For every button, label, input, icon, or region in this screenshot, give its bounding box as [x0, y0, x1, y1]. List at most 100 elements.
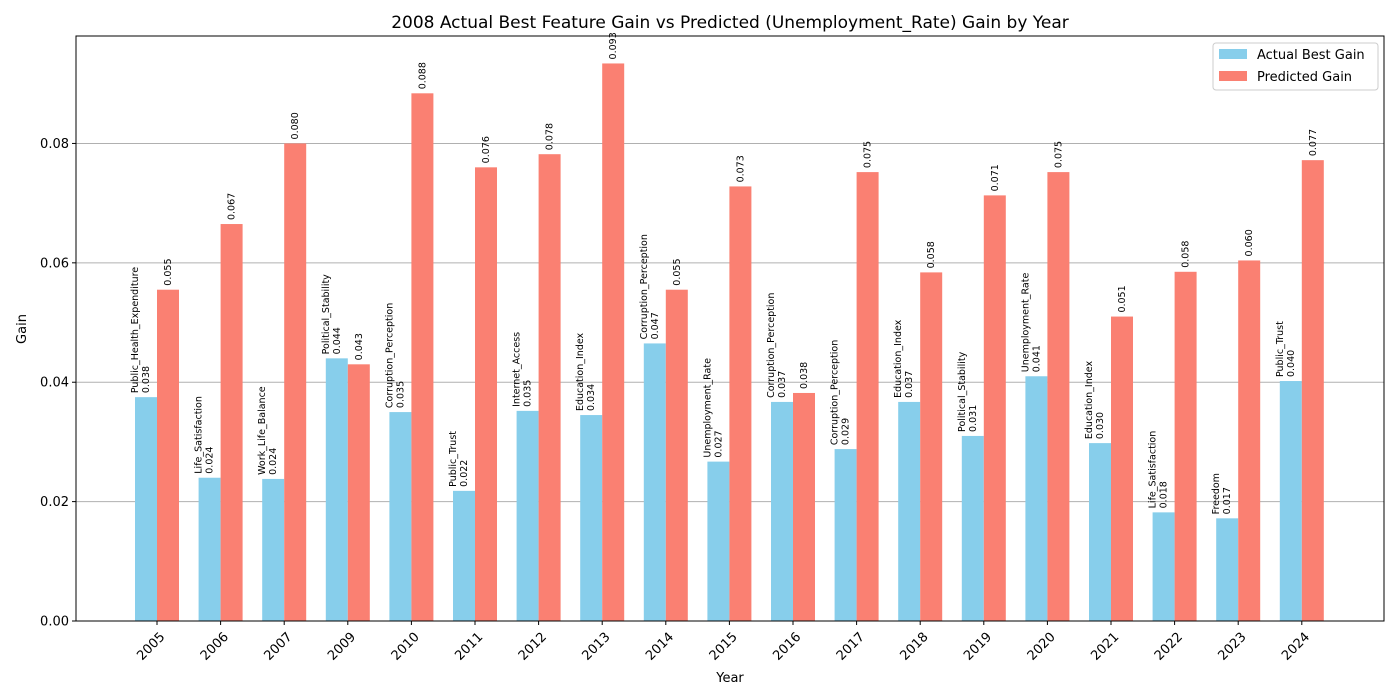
x-tick-label: 2006 — [198, 630, 232, 664]
bar-predicted — [1174, 271, 1197, 621]
bar-actual — [262, 478, 285, 621]
value-label-actual: 0.047 — [650, 312, 661, 339]
value-label-predicted: 0.093 — [608, 32, 619, 59]
y-axis-label: Gain — [15, 314, 30, 344]
value-label-predicted: 0.055 — [163, 258, 174, 285]
value-label-predicted: 0.067 — [227, 193, 238, 220]
bars — [135, 63, 1324, 622]
feature-label-actual: Corruption_Perception — [766, 293, 777, 398]
feature-label-actual: Unemployment_Rate — [702, 358, 713, 458]
bar-predicted — [475, 167, 497, 621]
value-label-predicted: 0.058 — [1181, 241, 1192, 268]
value-label-predicted: 0.073 — [735, 155, 746, 182]
value-label-predicted: 0.051 — [1117, 285, 1128, 312]
feature-label-actual: Political_Stability — [321, 274, 332, 355]
bar-actual — [1279, 381, 1302, 621]
x-tick-label: 2013 — [579, 630, 613, 664]
bar-actual — [1216, 518, 1239, 621]
x-tick-label: 2012 — [516, 630, 550, 664]
value-label-actual: 0.040 — [1286, 350, 1297, 377]
feature-label-actual: Public_Trust — [1275, 321, 1286, 377]
bar-actual — [771, 401, 793, 621]
value-label-predicted: 0.080 — [290, 112, 301, 139]
x-tick-label: 2007 — [261, 630, 295, 664]
y-axis: 0.00 0.02 0.04 0.06 0.08 — [40, 137, 76, 630]
value-label-predicted: 0.060 — [1244, 229, 1255, 256]
feature-label-actual: Freedom — [1211, 473, 1222, 514]
bar-actual — [453, 490, 475, 621]
value-label-actual: 0.024 — [205, 447, 216, 474]
x-tick-label: 2009 — [325, 630, 359, 664]
feature-label-actual: Education_Index — [1084, 361, 1095, 440]
feature-label-actual: Public_Health_Expenditure — [130, 267, 141, 393]
feature-label-actual: Corruption_Perception — [384, 303, 395, 408]
x-tick-label: 2015 — [707, 630, 741, 664]
legend-frame — [1212, 42, 1379, 91]
value-label-predicted: 0.075 — [1053, 141, 1064, 168]
feature-label-actual: Unemployment_Rate — [1020, 273, 1031, 373]
x-tick-label: 2019 — [961, 630, 995, 664]
x-tick-label: 2005 — [134, 630, 168, 664]
y-tick-label: 0.04 — [40, 376, 69, 391]
value-label-actual: 0.030 — [1095, 412, 1106, 439]
value-label-predicted: 0.076 — [481, 136, 492, 163]
bar-predicted — [729, 186, 752, 621]
value-label-actual: 0.035 — [523, 380, 534, 407]
bar-actual — [1152, 512, 1175, 621]
x-axis: 2005 2006 2007 2009 2010 2011 2012 2013 2014 2015… — [134, 621, 1313, 664]
feature-label-actual: Public_Trust — [448, 431, 459, 487]
bar-predicted — [538, 154, 561, 621]
bar-actual — [580, 415, 603, 621]
value-label-predicted: 0.043 — [354, 333, 365, 360]
y-tick-label: 0.08 — [40, 137, 69, 152]
feature-label-actual: Political_Stability — [957, 351, 968, 432]
x-tick-label: 2023 — [1215, 630, 1249, 664]
legend-swatch-predicted — [1219, 71, 1247, 81]
x-tick-label: 2021 — [1088, 630, 1122, 664]
value-label-actual: 0.031 — [968, 405, 979, 432]
value-label-actual: 0.041 — [1031, 345, 1042, 372]
feature-label-actual: Life_Satisfaction — [194, 396, 205, 474]
bar-actual — [898, 401, 921, 621]
y-tick-label: 0.06 — [40, 256, 69, 271]
plot-frame — [75, 35, 1385, 622]
value-label-actual: 0.035 — [395, 381, 406, 408]
feature-label-actual: Education_Index — [575, 332, 586, 411]
feature-label-actual: Life_Satisfaction — [1148, 431, 1159, 509]
bar-actual — [135, 397, 157, 621]
bar-predicted — [411, 93, 434, 621]
bar-predicted — [1047, 172, 1070, 621]
bar-predicted — [220, 224, 243, 622]
bar-actual — [389, 412, 412, 621]
feature-label-actual: Education_Index — [893, 319, 904, 398]
value-label-actual: 0.034 — [586, 384, 597, 411]
y-tick-label: 0.00 — [40, 615, 69, 630]
bar-actual — [1089, 443, 1111, 621]
value-label-predicted: 0.038 — [799, 362, 810, 389]
value-label-predicted: 0.055 — [672, 258, 683, 285]
x-tick-label: 2016 — [770, 630, 804, 664]
bar-predicted — [347, 364, 370, 621]
bar-predicted — [284, 143, 307, 621]
x-tick-label: 2024 — [1279, 630, 1313, 664]
bar-predicted — [1301, 160, 1324, 621]
bar-actual — [834, 449, 857, 621]
value-label-predicted: 0.075 — [863, 141, 874, 168]
bar-actual — [325, 358, 348, 621]
bar-predicted — [793, 392, 815, 621]
x-tick-label: 2011 — [452, 630, 486, 664]
x-tick-label: 2017 — [834, 630, 868, 664]
bar-actual — [1025, 376, 1048, 621]
bar-predicted — [1111, 316, 1133, 621]
y-tick-label: 0.02 — [40, 495, 69, 510]
bar-actual — [961, 435, 984, 621]
x-tick-label: 2014 — [643, 630, 677, 664]
x-axis-label: Year — [715, 671, 744, 686]
value-label-actual: 0.037 — [777, 371, 788, 398]
value-label-predicted: 0.077 — [1308, 129, 1319, 156]
bar-labels: 0.038 Public_Health_Expenditure 0.055 0.024… — [130, 32, 1319, 514]
value-label-actual: 0.022 — [459, 460, 470, 487]
value-label-predicted: 0.088 — [417, 62, 428, 89]
chart-title: 2008 Actual Best Feature Gain vs Predict… — [391, 13, 1069, 33]
